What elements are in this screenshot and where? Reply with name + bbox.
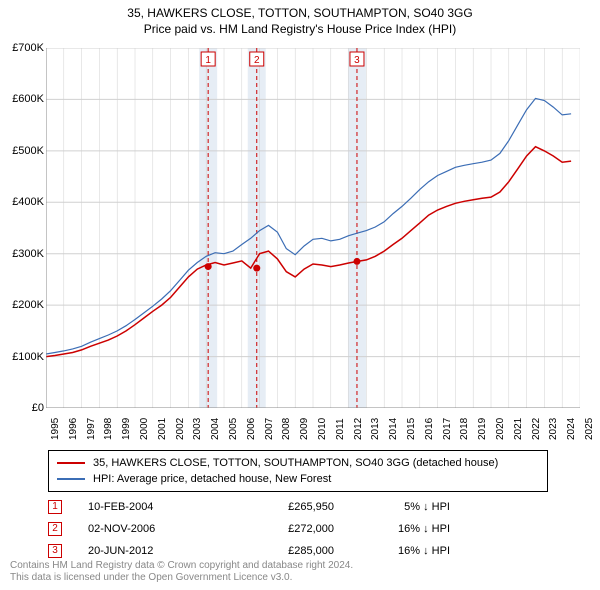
x-tick-label: 2025 [584,418,595,440]
event-row: 1 10-FEB-2004 £265,950 5% ↓ HPI [48,496,548,518]
x-tick-label: 2014 [388,418,399,440]
x-tick-label: 2011 [335,418,346,440]
x-tick-label: 2023 [548,418,559,440]
x-tick-label: 2024 [566,418,577,440]
legend-label-hpi: HPI: Average price, detached house, New … [93,471,331,487]
attribution-line1: Contains HM Land Registry data © Crown c… [10,560,353,572]
x-tick-label: 2021 [513,418,524,440]
event-date: 10-FEB-2004 [88,496,208,518]
x-tick-label: 2010 [317,418,328,440]
x-tick-label: 2006 [246,418,257,440]
event-table: 1 10-FEB-2004 £265,950 5% ↓ HPI 2 02-NOV-2006… [48,496,548,562]
x-tick-label: 2018 [459,418,470,440]
y-tick-label: £0 [4,402,44,414]
legend-swatch-hpi [57,478,85,480]
event-price: £272,000 [234,518,334,540]
y-tick-label: £600K [4,93,44,105]
svg-text:3: 3 [354,55,360,66]
legend-item-property: 35, HAWKERS CLOSE, TOTTON, SOUTHAMPTON, … [57,455,539,471]
page: 35, HAWKERS CLOSE, TOTTON, SOUTHAMPTON, … [0,0,600,590]
event-pct: 5% ↓ HPI [360,496,450,518]
x-tick-label: 1995 [50,418,61,440]
event-marker-box: 1 [48,500,62,514]
x-tick-label: 1999 [121,418,132,440]
event-date: 20-JUN-2012 [88,540,208,562]
event-date: 02-NOV-2006 [88,518,208,540]
svg-text:2: 2 [254,55,260,66]
chart-subtitle: Price paid vs. HM Land Registry's House … [0,20,600,40]
x-tick-label: 2022 [531,418,542,440]
y-tick-label: £400K [4,196,44,208]
svg-text:1: 1 [205,55,211,66]
legend-swatch-property [57,462,85,464]
event-row: 2 02-NOV-2006 £272,000 16% ↓ HPI [48,518,548,540]
y-tick-label: £700K [4,42,44,54]
attribution-line2: This data is licensed under the Open Gov… [10,572,353,584]
x-tick-label: 2004 [210,418,221,440]
y-tick-label: £200K [4,299,44,311]
x-tick-label: 2008 [281,418,292,440]
chart-svg: 1 2 3 [46,48,580,408]
event-price: £265,950 [234,496,334,518]
x-tick-label: 2015 [406,418,417,440]
legend: 35, HAWKERS CLOSE, TOTTON, SOUTHAMPTON, … [48,450,548,492]
attribution: Contains HM Land Registry data © Crown c… [10,560,353,584]
x-tick-label: 2020 [495,418,506,440]
chart-plot-area: 1 2 3 [46,48,580,408]
x-tick-label: 2012 [353,418,364,440]
x-tick-label: 2016 [424,418,435,440]
event-marker-box: 3 [48,544,62,558]
x-tick-label: 1996 [68,418,79,440]
x-tick-label: 2000 [139,418,150,440]
x-tick-label: 2007 [264,418,275,440]
legend-label-property: 35, HAWKERS CLOSE, TOTTON, SOUTHAMPTON, … [93,455,498,471]
x-tick-label: 2001 [157,418,168,440]
chart-title: 35, HAWKERS CLOSE, TOTTON, SOUTHAMPTON, … [0,0,600,20]
x-tick-label: 2002 [175,418,186,440]
event-price: £285,000 [234,540,334,562]
x-tick-label: 1997 [86,418,97,440]
event-pct: 16% ↓ HPI [360,540,450,562]
x-tick-label: 2017 [442,418,453,440]
x-tick-label: 2009 [299,418,310,440]
y-tick-label: £100K [4,351,44,363]
x-tick-label: 1998 [103,418,114,440]
x-tick-label: 2005 [228,418,239,440]
event-pct: 16% ↓ HPI [360,518,450,540]
x-tick-label: 2013 [370,418,381,440]
x-tick-label: 2019 [477,418,488,440]
x-tick-label: 2003 [192,418,203,440]
y-tick-label: £500K [4,145,44,157]
y-tick-label: £300K [4,248,44,260]
legend-item-hpi: HPI: Average price, detached house, New … [57,471,539,487]
event-marker-box: 2 [48,522,62,536]
event-row: 3 20-JUN-2012 £285,000 16% ↓ HPI [48,540,548,562]
